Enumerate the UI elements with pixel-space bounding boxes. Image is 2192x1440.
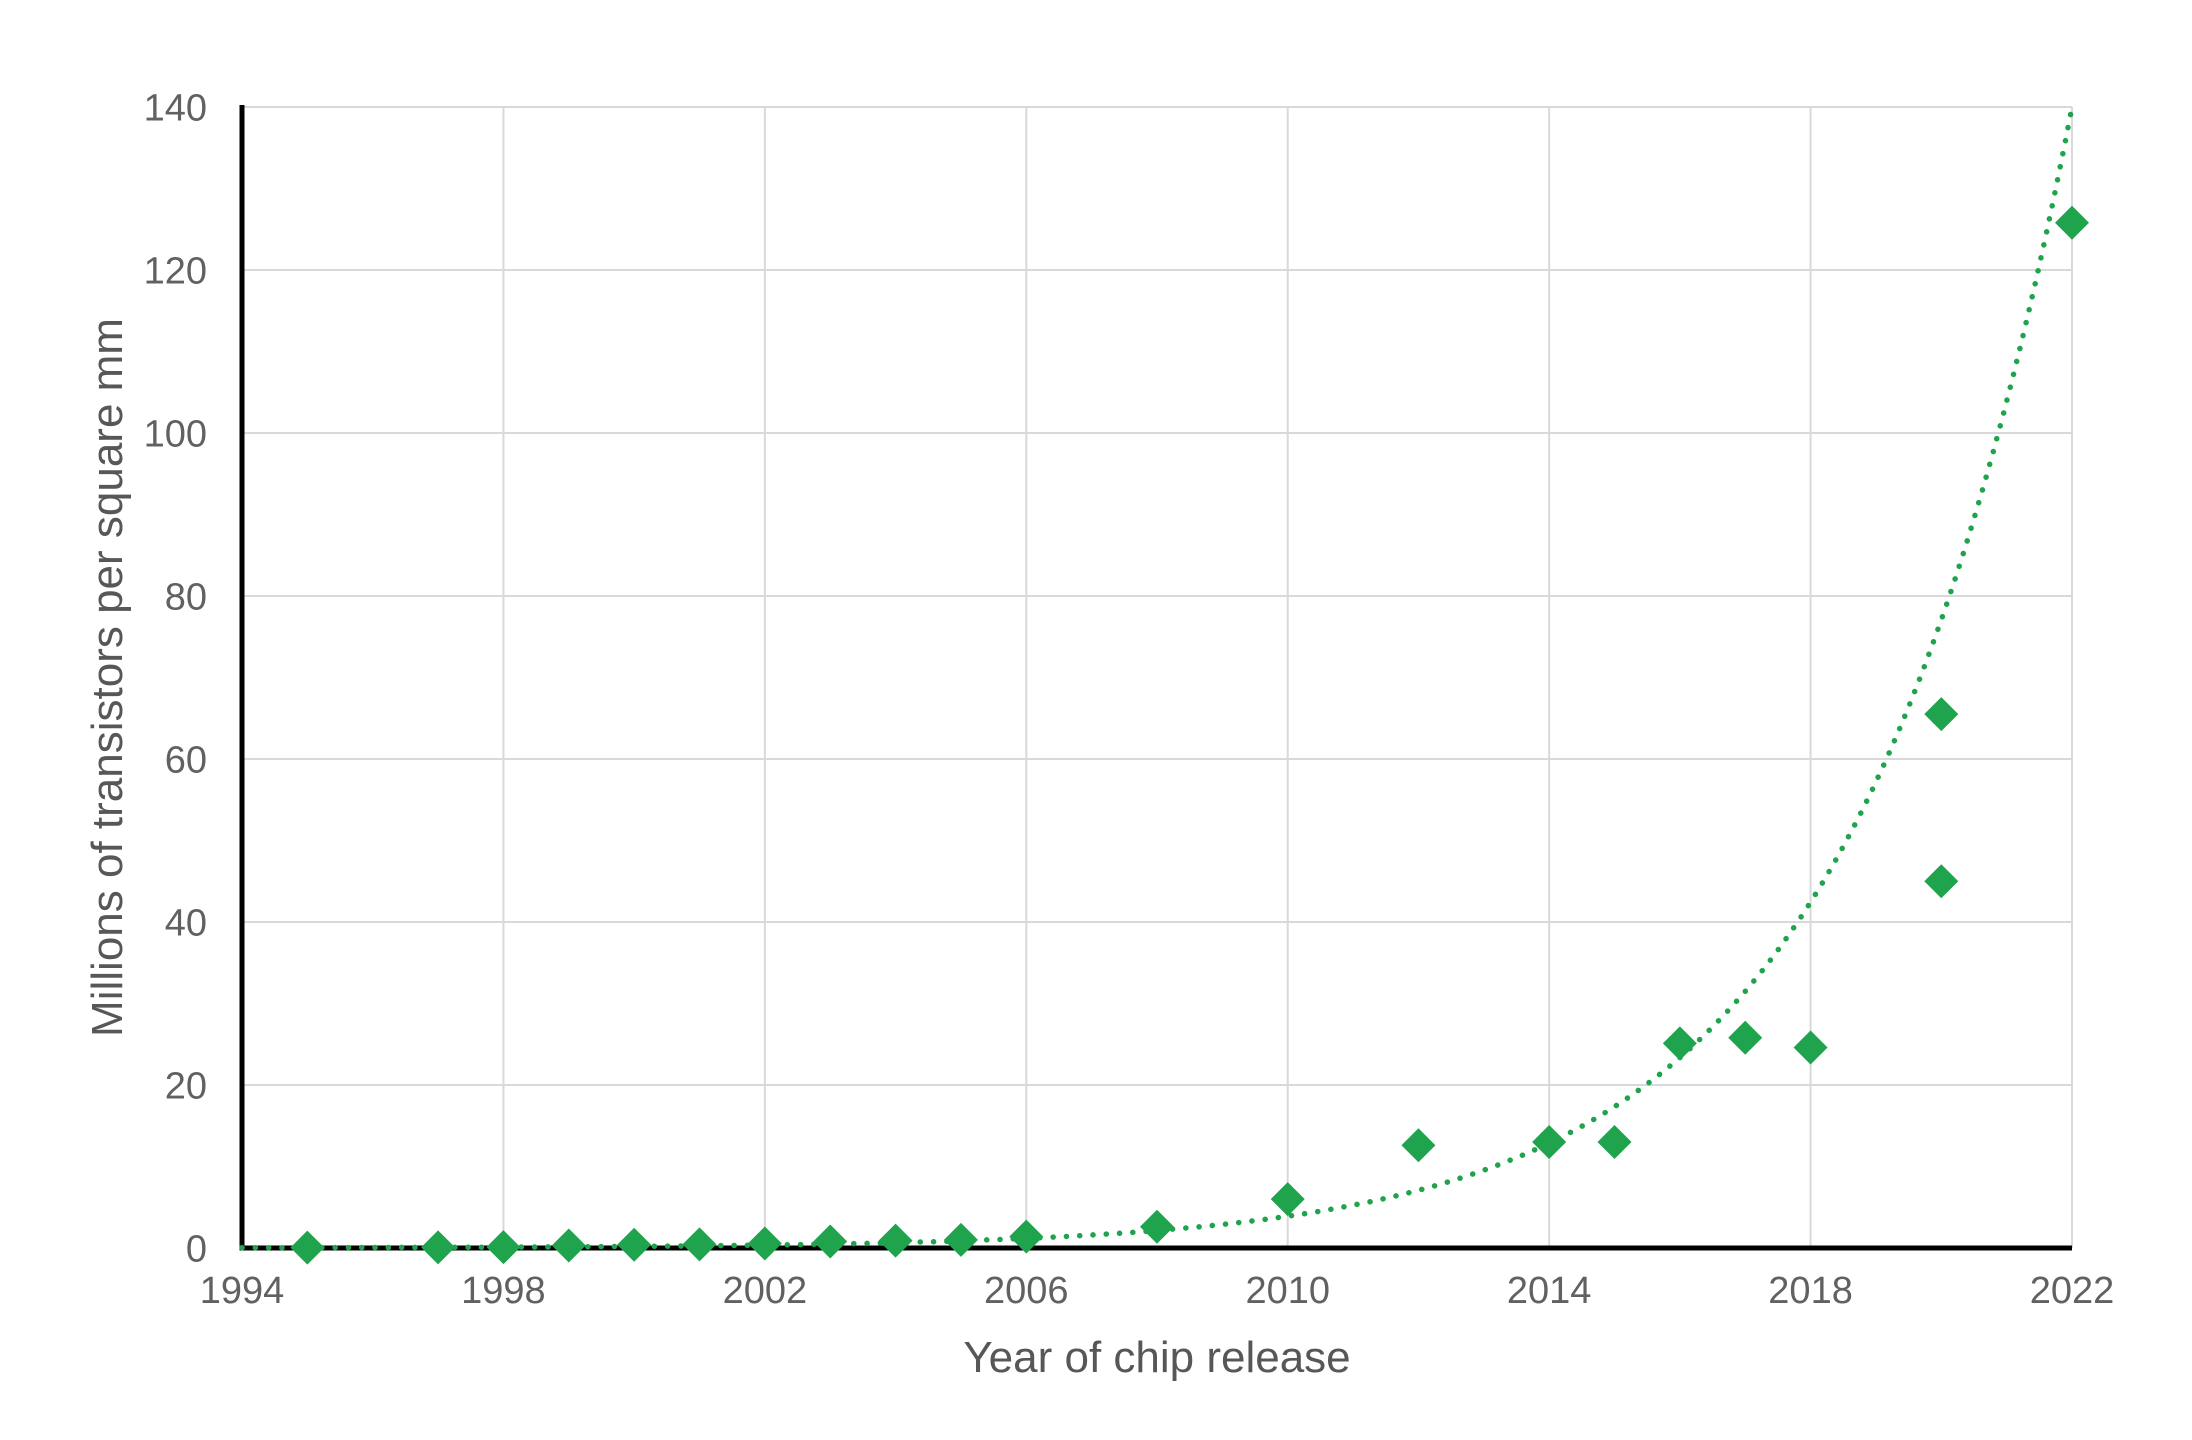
data-point-diamond	[943, 1222, 978, 1257]
data-point-diamond	[2055, 205, 2089, 240]
data-point-diamond	[747, 1226, 782, 1261]
y-tick-label: 60	[165, 740, 207, 782]
y-axis-title: Millions of transistors per square mm	[83, 318, 132, 1037]
data-point-diamond	[1597, 1125, 1632, 1160]
y-tick-label: 140	[144, 88, 207, 130]
data-point-diamond	[551, 1228, 586, 1263]
x-tick-label: 1994	[200, 1270, 285, 1312]
data-point-diamond	[1009, 1219, 1044, 1254]
data-point-diamond	[1728, 1020, 1763, 1055]
x-tick-label: 2002	[723, 1270, 808, 1312]
data-point-diamond	[1924, 697, 1959, 732]
trend-line-layer	[239, 104, 2075, 1251]
y-tick-label: 40	[165, 903, 207, 945]
data-point-diamond	[1793, 1030, 1828, 1065]
data-point-diamond	[421, 1230, 456, 1265]
x-tick-label: 2022	[2030, 1270, 2115, 1312]
x-tick-label: 2014	[1507, 1270, 1592, 1312]
data-point-diamond	[682, 1227, 717, 1262]
y-tick-label: 20	[165, 1066, 207, 1108]
data-point-diamond	[1140, 1209, 1174, 1244]
y-tick-label: 120	[144, 251, 207, 293]
gridlines-layer	[242, 106, 2073, 1248]
data-point-diamond	[290, 1230, 325, 1265]
x-tick-label: 2006	[984, 1270, 1069, 1312]
data-point-diamond	[813, 1224, 848, 1259]
axes-layer	[239, 105, 2072, 1251]
data-points-layer	[290, 205, 2089, 1265]
x-tick-label: 2010	[1245, 1270, 1330, 1312]
data-point-diamond	[486, 1230, 521, 1265]
x-tick-label: 1998	[461, 1270, 546, 1312]
y-tick-label: 0	[186, 1229, 207, 1271]
x-axis-title: Year of chip release	[963, 1333, 1350, 1382]
x-tick-label: 2018	[1768, 1270, 1853, 1312]
data-point-diamond	[1532, 1125, 1567, 1160]
y-tick-label: 80	[165, 577, 207, 619]
data-point-diamond	[617, 1227, 652, 1262]
data-point-diamond	[1924, 864, 1959, 899]
data-point-diamond	[878, 1223, 913, 1258]
data-point-diamond	[1401, 1128, 1436, 1163]
exponential-trend-dotted-line	[239, 104, 2075, 1251]
y-tick-label: 100	[144, 414, 207, 456]
tick-labels-layer: 0 20 40 60 80 100 120 140 1994 1998 2002 2006 2010 20…	[144, 88, 2115, 1313]
data-point-diamond	[1270, 1182, 1305, 1217]
data-point-diamond	[1662, 1026, 1697, 1061]
